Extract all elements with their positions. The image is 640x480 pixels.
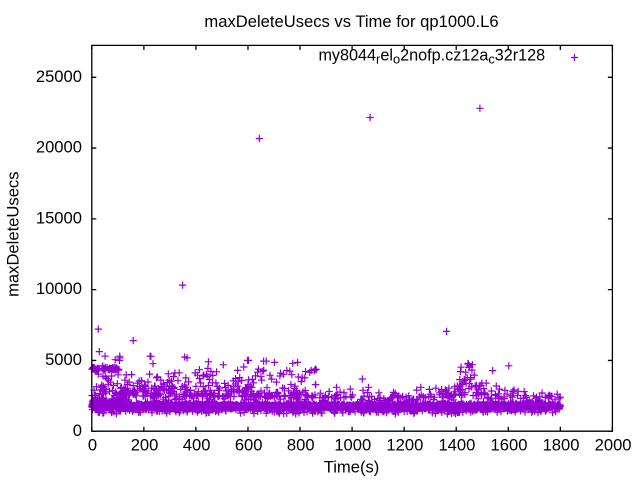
svg-text:25000: 25000 [36,67,82,86]
svg-text:1600: 1600 [491,435,528,454]
svg-text:my8044relo2nofp.cz12ac32r128: my8044relo2nofp.cz12ac32r128 [318,47,545,67]
svg-text:5000: 5000 [45,350,82,369]
svg-text:600: 600 [235,435,263,454]
svg-text:15000: 15000 [36,208,82,227]
svg-text:1400: 1400 [438,435,475,454]
svg-text:1200: 1200 [386,435,423,454]
svg-text:20000: 20000 [36,138,82,157]
svg-text:1800: 1800 [543,435,580,454]
svg-text:Time(s): Time(s) [324,458,380,477]
svg-text:400: 400 [183,435,211,454]
svg-text:200: 200 [131,435,159,454]
svg-text:maxDeleteUsecs: maxDeleteUsecs [4,171,23,296]
svg-text:0: 0 [73,421,82,440]
svg-text:10000: 10000 [36,279,82,298]
svg-text:maxDeleteUsecs vs Time for qp1: maxDeleteUsecs vs Time for qp1000.L6 [204,12,498,31]
svg-text:2000: 2000 [595,435,632,454]
svg-text:800: 800 [287,435,315,454]
svg-text:1000: 1000 [334,435,371,454]
svg-text:0: 0 [88,435,97,454]
